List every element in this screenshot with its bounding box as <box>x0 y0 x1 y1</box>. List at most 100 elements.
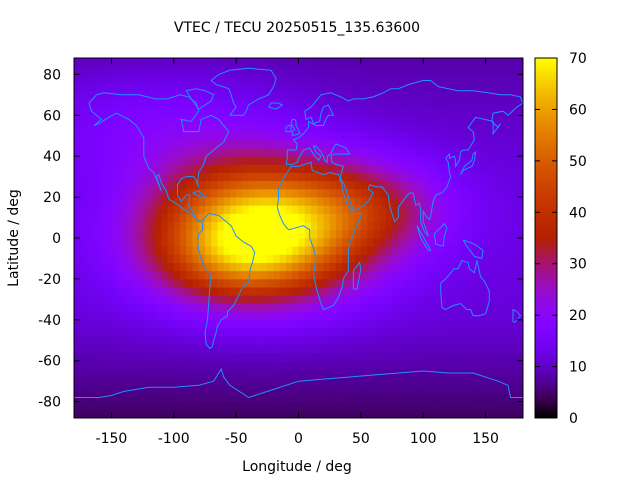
heatmap-cell <box>485 90 493 100</box>
heatmap-cell <box>392 213 399 223</box>
heatmap-cell <box>286 74 293 83</box>
heatmap-cell <box>211 98 218 108</box>
heatmap-cell <box>510 139 518 149</box>
heatmap-cell <box>354 262 362 272</box>
heatmap-cell <box>186 270 193 280</box>
heatmap-cell <box>86 188 94 198</box>
heatmap-cell <box>236 377 243 386</box>
heatmap-cell <box>504 270 511 280</box>
heatmap-cell <box>348 229 356 239</box>
heatmap-cell <box>286 409 293 419</box>
heatmap-cell <box>167 270 175 280</box>
heatmap-cell <box>136 172 143 182</box>
heatmap-cell <box>404 352 412 362</box>
heatmap-cell <box>98 229 106 239</box>
heatmap-cell <box>473 172 480 182</box>
heatmap-cell <box>385 115 393 124</box>
heatmap-cell <box>435 295 443 304</box>
heatmap-cell <box>504 229 511 239</box>
heatmap-cell <box>317 246 324 255</box>
heatmap-cell <box>323 74 331 83</box>
heatmap-cell <box>292 328 299 337</box>
heatmap-cell <box>410 303 418 313</box>
heatmap-cell <box>448 270 455 280</box>
heatmap-cell <box>98 287 106 296</box>
heatmap-cell <box>180 278 187 288</box>
heatmap-cell <box>254 328 262 337</box>
heatmap-cell <box>111 164 119 173</box>
heatmap-cell <box>429 319 437 329</box>
heatmap-cell <box>373 229 380 239</box>
heatmap-cell <box>192 107 200 116</box>
heatmap-cell <box>198 205 206 214</box>
heatmap-cell <box>367 246 374 255</box>
heatmap-cell <box>180 328 187 337</box>
heatmap-cell <box>167 352 175 362</box>
heatmap-cell <box>86 115 94 124</box>
heatmap-cell <box>323 287 331 296</box>
heatmap-cell <box>223 148 231 157</box>
heatmap-cell <box>298 139 306 149</box>
heatmap-cell <box>354 229 362 239</box>
heatmap-cell <box>223 246 231 255</box>
heatmap-cell <box>460 246 468 255</box>
heatmap-cell <box>155 172 162 182</box>
heatmap-cell <box>192 270 200 280</box>
heatmap-cell <box>416 221 424 231</box>
heatmap-cell <box>404 385 412 394</box>
heatmap-cell <box>192 221 200 231</box>
heatmap-cell <box>180 82 187 92</box>
heatmap-cell <box>286 148 293 157</box>
heatmap-cell <box>460 123 468 133</box>
heatmap-cell <box>155 287 162 296</box>
heatmap-cell <box>80 164 87 173</box>
heatmap-cell <box>317 139 324 149</box>
heatmap-cell <box>335 344 343 353</box>
heatmap-cell <box>373 123 380 133</box>
heatmap-cell <box>173 148 181 157</box>
heatmap-cell <box>248 172 256 182</box>
heatmap-cell <box>261 148 268 157</box>
heatmap-cell <box>491 180 499 190</box>
heatmap-cell <box>155 319 162 329</box>
heatmap-cell <box>329 303 337 313</box>
heatmap-cell <box>360 360 368 370</box>
heatmap-cell <box>485 328 493 337</box>
heatmap-cell <box>410 74 418 83</box>
heatmap-cell <box>198 156 206 165</box>
heatmap-cell <box>248 295 256 304</box>
heatmap-cell <box>74 352 81 362</box>
heatmap-cell <box>342 287 349 296</box>
heatmap-cell <box>323 385 331 394</box>
heatmap-cell <box>242 328 250 337</box>
heatmap-cell <box>454 213 462 223</box>
heatmap-cell <box>373 246 380 255</box>
heatmap-cell <box>254 377 262 386</box>
heatmap-cell <box>292 98 299 108</box>
heatmap-cell <box>441 131 449 141</box>
heatmap-cell <box>92 287 100 296</box>
heatmap-cell <box>130 401 137 411</box>
heatmap-cell <box>123 360 131 370</box>
heatmap-cell <box>516 328 524 337</box>
heatmap-cell <box>105 148 112 157</box>
heatmap-cell <box>242 197 250 206</box>
heatmap-cell <box>441 238 449 247</box>
heatmap-cell <box>398 311 405 321</box>
heatmap-cell <box>186 401 193 411</box>
heatmap-cell <box>267 74 274 83</box>
heatmap-cell <box>416 164 424 173</box>
heatmap-cell <box>298 156 306 165</box>
heatmap-cell <box>491 74 499 83</box>
heatmap-cell <box>254 180 262 190</box>
heatmap-cell <box>473 385 480 394</box>
heatmap-cell <box>286 98 293 108</box>
heatmap-cell <box>105 156 112 165</box>
heatmap-cell <box>273 368 281 378</box>
heatmap-cell <box>173 409 181 419</box>
heatmap-cell <box>167 238 175 247</box>
heatmap-cell <box>485 123 493 133</box>
heatmap-cell <box>516 82 524 92</box>
heatmap-cell <box>180 262 187 272</box>
heatmap-cell <box>261 205 268 214</box>
